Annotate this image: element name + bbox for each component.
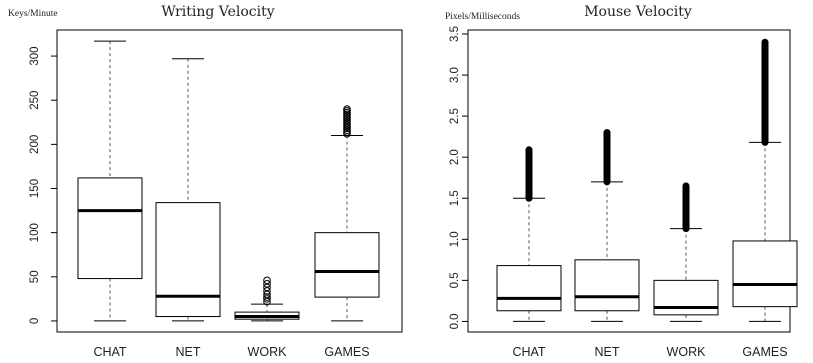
writing-velocity-unit-label: Keys/Minute [8,9,58,19]
writing-y-tick-label: 300 [29,46,41,65]
writing-net-label: NET [176,345,201,359]
mouse-chat-box [496,265,562,312]
mouse-games-label: GAMES [742,345,787,359]
mouse-net-box [574,259,640,312]
writing-work-outlier [263,280,271,288]
mouse-velocity-unit-label: Pixels/Milliseconds [445,12,520,22]
writing-velocity-title: Writing Velocity [161,4,274,20]
mouse-velocity-title: Mouse Velocity [584,4,692,20]
mouse-y-tick-label: 2.0 [449,149,461,165]
mouse-games-box [732,240,798,308]
writing-games-label: GAMES [324,345,369,359]
writing-work-label: WORK [248,345,288,359]
writing-plot-frame [56,29,403,333]
mouse-velocity-chart: Pixels/Milliseconds Mouse Velocity 0.0 0.… [445,4,798,359]
mouse-work-box [653,279,719,316]
writing-y-tick-label: 100 [29,223,41,242]
mouse-y-tick-label: 3.0 [449,67,461,83]
writing-work-outlier [263,276,271,285]
writing-games-outlier [343,105,351,113]
mouse-y-tick-label: 0.5 [449,272,461,288]
mouse-y-tick-label: 1.0 [449,231,461,247]
writing-velocity-chart: Keys/Minute Writing Velocity 0 50 100 150 20… [8,4,403,359]
mouse-plot-frame [467,29,791,333]
writing-chat-box [77,177,143,280]
mouse-work-label: WORK [667,345,707,359]
mouse-y-tick-label: 3.5 [449,26,461,42]
mouse-y-tick-label: 1.5 [449,190,461,206]
mouse-y-tick-label: 0.0 [449,313,461,329]
writing-net-box [155,202,221,318]
mouse-chat-label: CHAT [512,345,545,359]
writing-chat-label: CHAT [93,345,126,359]
writing-y-tick-label: 0 [29,318,41,324]
writing-y-tick-label: 150 [29,179,41,198]
writing-y-tick-label: 200 [29,135,41,154]
writing-y-tick-label: 250 [29,91,41,110]
writing-y-tick-label: 50 [29,270,41,283]
mouse-net-label: NET [595,345,620,359]
mouse-y-tick-label: 2.5 [449,108,461,124]
writing-games-box [314,232,380,298]
